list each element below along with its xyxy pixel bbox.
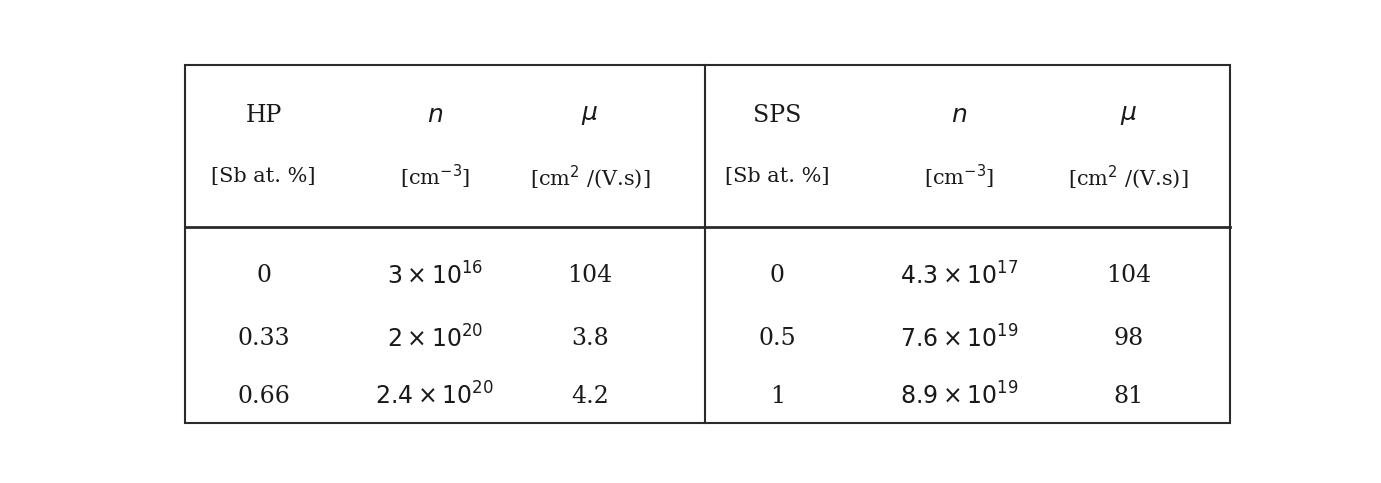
Text: 4.2: 4.2 xyxy=(572,385,609,408)
Text: 0.66: 0.66 xyxy=(238,385,290,408)
Text: [Sb at. %]: [Sb at. %] xyxy=(211,168,316,186)
Text: [cm$^{2}$ /(V.s)]: [cm$^{2}$ /(V.s)] xyxy=(530,163,650,191)
Text: $2.4 \times 10^{20}$: $2.4 \times 10^{20}$ xyxy=(376,383,494,410)
Text: 0.5: 0.5 xyxy=(758,327,795,350)
Text: 0: 0 xyxy=(769,264,784,287)
Text: 3.8: 3.8 xyxy=(572,327,609,350)
Text: 104: 104 xyxy=(1106,264,1150,287)
Text: HP: HP xyxy=(246,104,282,127)
Text: $\mu$: $\mu$ xyxy=(1120,104,1137,127)
Text: $n$: $n$ xyxy=(952,104,967,127)
Text: SPS: SPS xyxy=(753,104,801,127)
Text: 104: 104 xyxy=(568,264,613,287)
Text: 1: 1 xyxy=(769,385,784,408)
Text: [Sb at. %]: [Sb at. %] xyxy=(725,168,830,186)
Text: [cm$^{-3}$]: [cm$^{-3}$] xyxy=(924,163,994,191)
Text: 81: 81 xyxy=(1113,385,1143,408)
Text: $3 \times 10^{16}$: $3 \times 10^{16}$ xyxy=(387,262,483,289)
Text: [cm$^{2}$ /(V.s)]: [cm$^{2}$ /(V.s)] xyxy=(1068,163,1189,191)
Text: $7.6 \times 10^{19}$: $7.6 \times 10^{19}$ xyxy=(900,325,1019,353)
Text: 0.33: 0.33 xyxy=(238,327,290,350)
Text: $8.9 \times 10^{19}$: $8.9 \times 10^{19}$ xyxy=(900,383,1019,410)
Text: [cm$^{-3}$]: [cm$^{-3}$] xyxy=(399,163,470,191)
Text: 98: 98 xyxy=(1113,327,1143,350)
Text: $n$: $n$ xyxy=(427,104,443,127)
Text: 0: 0 xyxy=(255,264,271,287)
Text: $4.3 \times 10^{17}$: $4.3 \times 10^{17}$ xyxy=(900,262,1019,289)
Text: $2 \times 10^{20}$: $2 \times 10^{20}$ xyxy=(387,325,483,353)
Text: $\mu$: $\mu$ xyxy=(581,104,598,127)
